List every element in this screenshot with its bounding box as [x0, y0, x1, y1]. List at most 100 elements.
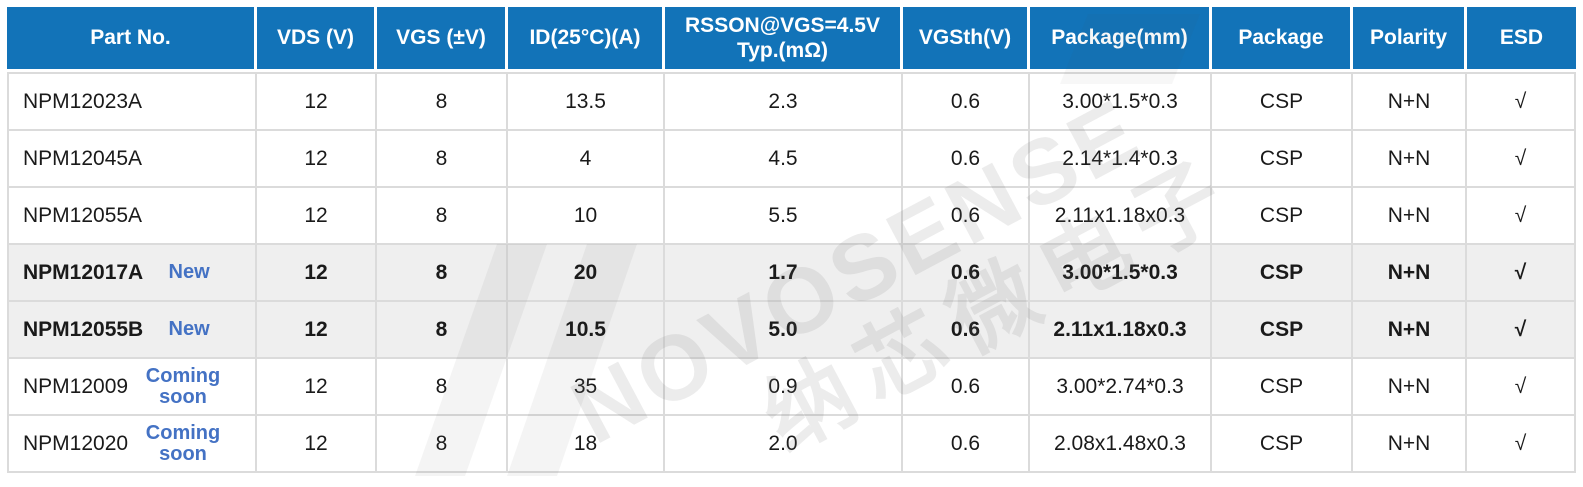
table-row: NPM12055A 12 8 10 5.5 0.6 2.11x1.18x0.3 … [7, 188, 1576, 245]
part-no-wrapper: NPM12045A [9, 131, 255, 186]
cell-rsson: 2.3 [665, 72, 903, 131]
cell-vds: 12 [257, 359, 377, 416]
cell-esd-check: √ [1467, 131, 1576, 188]
cell-part-no: NPM12055B New [7, 302, 257, 359]
cell-package: CSP [1212, 359, 1353, 416]
cell-esd-check: √ [1467, 245, 1576, 302]
cell-id: 10.5 [508, 302, 665, 359]
cell-polarity: N+N [1353, 359, 1467, 416]
part-no-wrapper: NPM12017A New [9, 245, 255, 300]
cell-vgs: 8 [377, 302, 508, 359]
cell-vgs: 8 [377, 245, 508, 302]
table-header-row: Part No. VDS (V) VGS (±V) ID(25°C)(A) RS… [7, 7, 1576, 72]
availability-badge: Coming soon [145, 364, 221, 408]
availability-badge: New [168, 261, 210, 283]
part-number: NPM12017A [23, 260, 144, 284]
cell-esd-check: √ [1467, 302, 1576, 359]
spec-table-container: Part No. VDS (V) VGS (±V) ID(25°C)(A) RS… [7, 7, 1576, 473]
cell-part-no: NPM12055A [7, 188, 257, 245]
cell-vgsth: 0.6 [903, 131, 1030, 188]
table-row: NPM12045A 12 8 4 4.5 0.6 2.14*1.4*0.3 CS… [7, 131, 1576, 188]
cell-vgsth: 0.6 [903, 188, 1030, 245]
cell-rsson: 4.5 [665, 131, 903, 188]
cell-esd-check: √ [1467, 72, 1576, 131]
table-row: NPM12017A New 12 8 20 1.7 0.6 3.00*1.5*0… [7, 245, 1576, 302]
part-no-wrapper: NPM12055A [9, 188, 255, 243]
cell-package-mm: 2.11x1.18x0.3 [1030, 188, 1212, 245]
column-header-rsson: RSSON@VGS=4.5V Typ.(mΩ) [665, 7, 903, 72]
cell-vds: 12 [257, 188, 377, 245]
table-row: NPM12023A 12 8 13.5 2.3 0.6 3.00*1.5*0.3… [7, 72, 1576, 131]
cell-vds: 12 [257, 245, 377, 302]
cell-esd-check: √ [1467, 188, 1576, 245]
part-no-wrapper: NPM12009 Coming soon [9, 359, 255, 414]
cell-esd-check: √ [1467, 359, 1576, 416]
cell-vgsth: 0.6 [903, 245, 1030, 302]
cell-vgs: 8 [377, 131, 508, 188]
cell-vgs: 8 [377, 416, 508, 473]
column-header-package: Package [1212, 7, 1353, 72]
table-row: NPM12055B New 12 8 10.5 5.0 0.6 2.11x1.1… [7, 302, 1576, 359]
cell-polarity: N+N [1353, 131, 1467, 188]
part-number: NPM12055A [23, 203, 143, 227]
cell-package: CSP [1212, 245, 1353, 302]
cell-package: CSP [1212, 72, 1353, 131]
table-body: NPM12023A 12 8 13.5 2.3 0.6 3.00*1.5*0.3… [7, 72, 1576, 473]
cell-polarity: N+N [1353, 72, 1467, 131]
cell-polarity: N+N [1353, 302, 1467, 359]
cell-part-no: NPM12045A [7, 131, 257, 188]
column-header-vgsth: VGSth(V) [903, 7, 1030, 72]
cell-id: 20 [508, 245, 665, 302]
part-number: NPM12020 [23, 431, 129, 455]
part-number: NPM12045A [23, 146, 143, 170]
part-no-wrapper: NPM12020 Coming soon [9, 416, 255, 471]
cell-part-no: NPM12009 Coming soon [7, 359, 257, 416]
cell-vds: 12 [257, 416, 377, 473]
cell-vds: 12 [257, 131, 377, 188]
column-header-vgs: VGS (±V) [377, 7, 508, 72]
cell-vgs: 8 [377, 188, 508, 245]
cell-vgsth: 0.6 [903, 72, 1030, 131]
cell-vds: 12 [257, 72, 377, 131]
cell-rsson: 5.5 [665, 188, 903, 245]
cell-part-no: NPM12017A New [7, 245, 257, 302]
cell-part-no: NPM12023A [7, 72, 257, 131]
cell-polarity: N+N [1353, 245, 1467, 302]
part-number: NPM12023A [23, 89, 143, 113]
part-no-wrapper: NPM12055B New [9, 302, 255, 357]
part-no-wrapper: NPM12023A [9, 74, 255, 129]
cell-package-mm: 2.11x1.18x0.3 [1030, 302, 1212, 359]
cell-package: CSP [1212, 188, 1353, 245]
cell-package-mm: 3.00*1.5*0.3 [1030, 245, 1212, 302]
column-header-esd: ESD [1467, 7, 1576, 72]
cell-id: 18 [508, 416, 665, 473]
column-header-polarity: Polarity [1353, 7, 1467, 72]
cell-id: 4 [508, 131, 665, 188]
cell-vgsth: 0.6 [903, 359, 1030, 416]
cell-rsson: 2.0 [665, 416, 903, 473]
mosfet-spec-table: Part No. VDS (V) VGS (±V) ID(25°C)(A) RS… [7, 7, 1576, 473]
table-row: NPM12020 Coming soon 12 8 18 2.0 0.6 2.0… [7, 416, 1576, 473]
cell-package-mm: 3.00*2.74*0.3 [1030, 359, 1212, 416]
column-header-part-no: Part No. [7, 7, 257, 72]
cell-polarity: N+N [1353, 416, 1467, 473]
part-number: NPM12009 [23, 374, 129, 398]
cell-part-no: NPM12020 Coming soon [7, 416, 257, 473]
cell-vgsth: 0.6 [903, 416, 1030, 473]
cell-id: 13.5 [508, 72, 665, 131]
column-header-package-mm: Package(mm) [1030, 7, 1212, 72]
availability-badge: Coming soon [145, 421, 221, 465]
cell-polarity: N+N [1353, 188, 1467, 245]
cell-rsson: 5.0 [665, 302, 903, 359]
cell-vds: 12 [257, 302, 377, 359]
cell-id: 35 [508, 359, 665, 416]
cell-rsson: 0.9 [665, 359, 903, 416]
cell-package-mm: 3.00*1.5*0.3 [1030, 72, 1212, 131]
cell-package: CSP [1212, 302, 1353, 359]
cell-id: 10 [508, 188, 665, 245]
availability-badge: New [168, 318, 210, 340]
cell-vgs: 8 [377, 359, 508, 416]
table-row: NPM12009 Coming soon 12 8 35 0.9 0.6 3.0… [7, 359, 1576, 416]
column-header-id: ID(25°C)(A) [508, 7, 665, 72]
cell-rsson: 1.7 [665, 245, 903, 302]
